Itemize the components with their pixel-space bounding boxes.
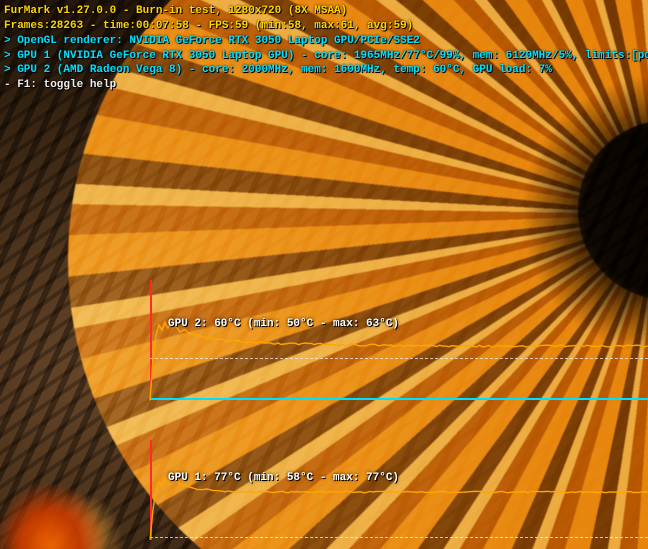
hud-title: FurMark v1.27.0.0 - Burn-in test, 1280x7… [4, 4, 648, 19]
hud-stats: Frames:28263 - time:00:07:58 - FPS:59 (m… [4, 19, 648, 34]
hud-help: - F1: toggle help [4, 78, 648, 93]
graph-gpu2-label: GPU 2: 60°C (min: 50°C - max: 63°C) [168, 318, 399, 330]
graph-gpu2: GPU 2: 60°C (min: 50°C - max: 63°C) [150, 280, 648, 410]
hud-gpu1: > GPU 1 (NVIDIA GeForce RTX 3050 Laptop … [4, 49, 648, 64]
graph-gpu2-trace [150, 280, 648, 410]
hud-renderer: > OpenGL renderer: NVIDIA GeForce RTX 30… [4, 34, 648, 49]
hud-overlay: FurMark v1.27.0.0 - Burn-in test, 1280x7… [4, 4, 648, 93]
background-flame [0, 449, 140, 549]
hud-gpu2: > GPU 2 (AMD Radeon Vega 8) - core: 2000… [4, 63, 648, 78]
graph-gpu1: GPU 1: 77°C (min: 58°C - max: 77°C) [150, 440, 648, 549]
graph-gpu1-trace [150, 440, 648, 549]
graph-gpu1-label: GPU 1: 77°C (min: 58°C - max: 77°C) [168, 472, 399, 484]
